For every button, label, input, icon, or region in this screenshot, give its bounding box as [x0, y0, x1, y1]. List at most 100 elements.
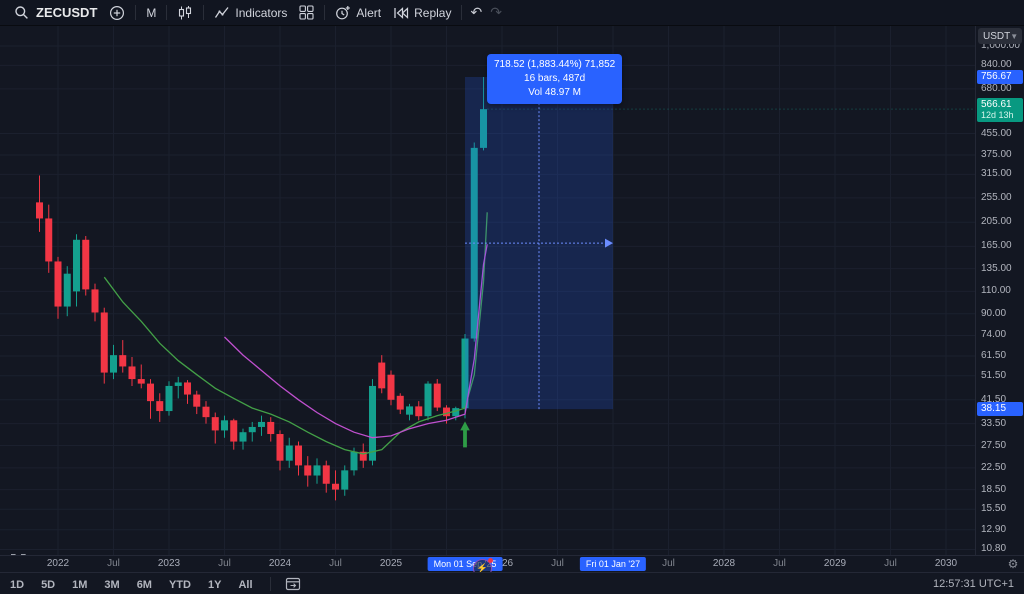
- price-tick-label: 74.00: [981, 329, 1007, 341]
- arrow-up-mark: [460, 421, 470, 448]
- price-tick-label: 315.00: [981, 168, 1012, 180]
- time-tick-label: Jul: [329, 558, 342, 569]
- compare-add-button[interactable]: [103, 2, 131, 24]
- candlestick-icon: [177, 5, 193, 21]
- range-button-1m[interactable]: 1M: [72, 578, 88, 591]
- time-tick-label: 2022: [46, 558, 70, 569]
- bar-countdown: 12d 13h: [981, 110, 1014, 121]
- price-tick-label: 165.00: [981, 240, 1012, 252]
- time-tick-label: 2029: [823, 558, 847, 569]
- price-tick-label: 27.50: [981, 439, 1007, 451]
- bottom-toolbar: 1D 5D 1M 3M 6M YTD 1Y All 12:57:31 UTC+1: [0, 572, 1024, 594]
- currency-unit-label: USDT: [983, 30, 1011, 42]
- toolbar-divider: [166, 5, 168, 20]
- toolbar-divider: [135, 5, 137, 20]
- measure-bars-days: 16 bars, 487d: [524, 73, 586, 84]
- measure-price-change: 718.52 (1,883.44%) 71,852: [494, 59, 616, 70]
- toolbar-divider: [461, 5, 463, 20]
- lightning-glyph: ⚡: [476, 563, 489, 573]
- price-tick-label: 110.00: [981, 285, 1011, 297]
- symbol-search-button[interactable]: ZECUSDT: [8, 2, 103, 24]
- time-tick-label: 2023: [157, 558, 181, 569]
- chevron-down-icon: ▼: [1010, 31, 1019, 41]
- time-tick-label: 2025: [379, 558, 403, 569]
- ma-slow-line: [224, 244, 488, 439]
- layout-grid-icon: [299, 5, 314, 20]
- price-tick-label: 22.50: [981, 461, 1007, 473]
- clock-timezone[interactable]: 12:57:31 UTC+1: [932, 577, 1014, 590]
- price-axis[interactable]: USDT ▼ 756.67 38.15 566.61 12d 13h 1,000…: [975, 25, 1024, 555]
- price-tick-label: 90.00: [981, 307, 1007, 319]
- alert-button[interactable]: Alert: [329, 2, 387, 24]
- plus-circle-icon: [109, 5, 125, 21]
- price-tick-label: 51.50: [981, 369, 1007, 381]
- replay-icon: [393, 6, 409, 20]
- range-button-all[interactable]: All: [238, 578, 253, 591]
- bottombar-divider: [269, 576, 271, 591]
- toolbar-divider: [324, 5, 326, 20]
- settings-gear-icon[interactable]: ⚙: [1007, 556, 1019, 571]
- time-tick-label: Jul: [551, 558, 564, 569]
- price-tick-label: 15.50: [981, 503, 1007, 515]
- interval-button[interactable]: M: [146, 5, 157, 20]
- range-button-5d[interactable]: 5D: [41, 578, 56, 591]
- time-tick-label: 2030: [934, 558, 958, 569]
- symbol-name: ZECUSDT: [36, 5, 98, 20]
- last-price-label: 566.61 12d 13h: [977, 98, 1023, 123]
- indicators-button[interactable]: Indicators: [208, 2, 293, 24]
- time-tick-label: 2028: [712, 558, 736, 569]
- chart-style-button[interactable]: [171, 2, 199, 24]
- price-tick-label: 375.00: [981, 149, 1012, 161]
- alert-clock-icon: [335, 5, 351, 21]
- time-tick-label: Jul: [662, 558, 675, 569]
- replay-button[interactable]: Replay: [387, 2, 457, 24]
- search-icon: [14, 5, 29, 20]
- date-range-buttons: 1D 5D 1M 3M 6M YTD 1Y All: [10, 575, 270, 593]
- last-price-value: 566.61: [981, 99, 1012, 111]
- event-notification-dot: [488, 558, 493, 563]
- price-tick-label: 12.90: [981, 523, 1007, 535]
- time-axis[interactable]: 2022Jul2023Jul2024Jul20252026JulJul2028J…: [0, 555, 1024, 573]
- price-tick-label: 61.50: [981, 350, 1007, 362]
- calendar-icon: [285, 576, 301, 591]
- time-tick-label: 2024: [268, 558, 292, 569]
- price-tick-label: 840.00: [981, 59, 1012, 71]
- range-button-6m[interactable]: 6M: [136, 578, 152, 591]
- range-button-3m[interactable]: 3M: [104, 578, 120, 591]
- time-tick-label: Jul: [884, 558, 897, 569]
- price-tick-label: 18.50: [981, 483, 1007, 495]
- range-button-ytd[interactable]: YTD: [168, 578, 191, 591]
- price-tick-label: 1,000.00: [981, 40, 1020, 51]
- price-label-measure-high: 756.67: [977, 69, 1023, 84]
- price-tick-label: 33.50: [981, 417, 1007, 429]
- price-label-measure-low: 38.15: [977, 402, 1023, 417]
- layout-grid-button[interactable]: [293, 2, 320, 24]
- alert-label: Alert: [356, 5, 382, 20]
- replay-label: Replay: [414, 5, 452, 20]
- time-label-measure-anchor: Fri 01 Jan '27: [579, 557, 647, 571]
- indicators-icon: [214, 5, 230, 20]
- price-tick-label: 135.00: [981, 262, 1012, 274]
- range-button-1y[interactable]: 1Y: [207, 578, 222, 591]
- price-tick-label: 455.00: [981, 127, 1012, 139]
- time-tick-label: Jul: [218, 558, 231, 569]
- go-to-date-button[interactable]: [283, 573, 303, 594]
- redo-icon[interactable]: ↷: [490, 4, 502, 20]
- toolbar-divider: [203, 5, 205, 20]
- price-tick-label: 680.00: [981, 82, 1012, 94]
- currency-unit-dropdown[interactable]: USDT ▼: [978, 28, 1022, 44]
- range-button-1d[interactable]: 1D: [10, 578, 25, 591]
- measure-tooltip: 718.52 (1,883.44%) 71,852 16 bars, 487d …: [487, 54, 623, 104]
- ma-fast-line: [103, 212, 488, 455]
- candlestick-chart: [0, 25, 975, 555]
- time-tick-label: Jul: [107, 558, 120, 569]
- price-tick-label: 10.80: [981, 543, 1007, 555]
- undo-icon[interactable]: ↶: [470, 4, 483, 20]
- price-tick-label: 41.50: [981, 393, 1007, 405]
- chart-pane[interactable]: 718.52 (1,883.44%) 71,852 16 bars, 487d …: [0, 25, 975, 578]
- top-toolbar: ZECUSDT M Indicators: [0, 0, 1024, 26]
- price-tick-label: 205.00: [981, 216, 1012, 228]
- indicators-label: Indicators: [235, 5, 288, 20]
- measure-volume: Vol 48.97 M: [528, 87, 582, 98]
